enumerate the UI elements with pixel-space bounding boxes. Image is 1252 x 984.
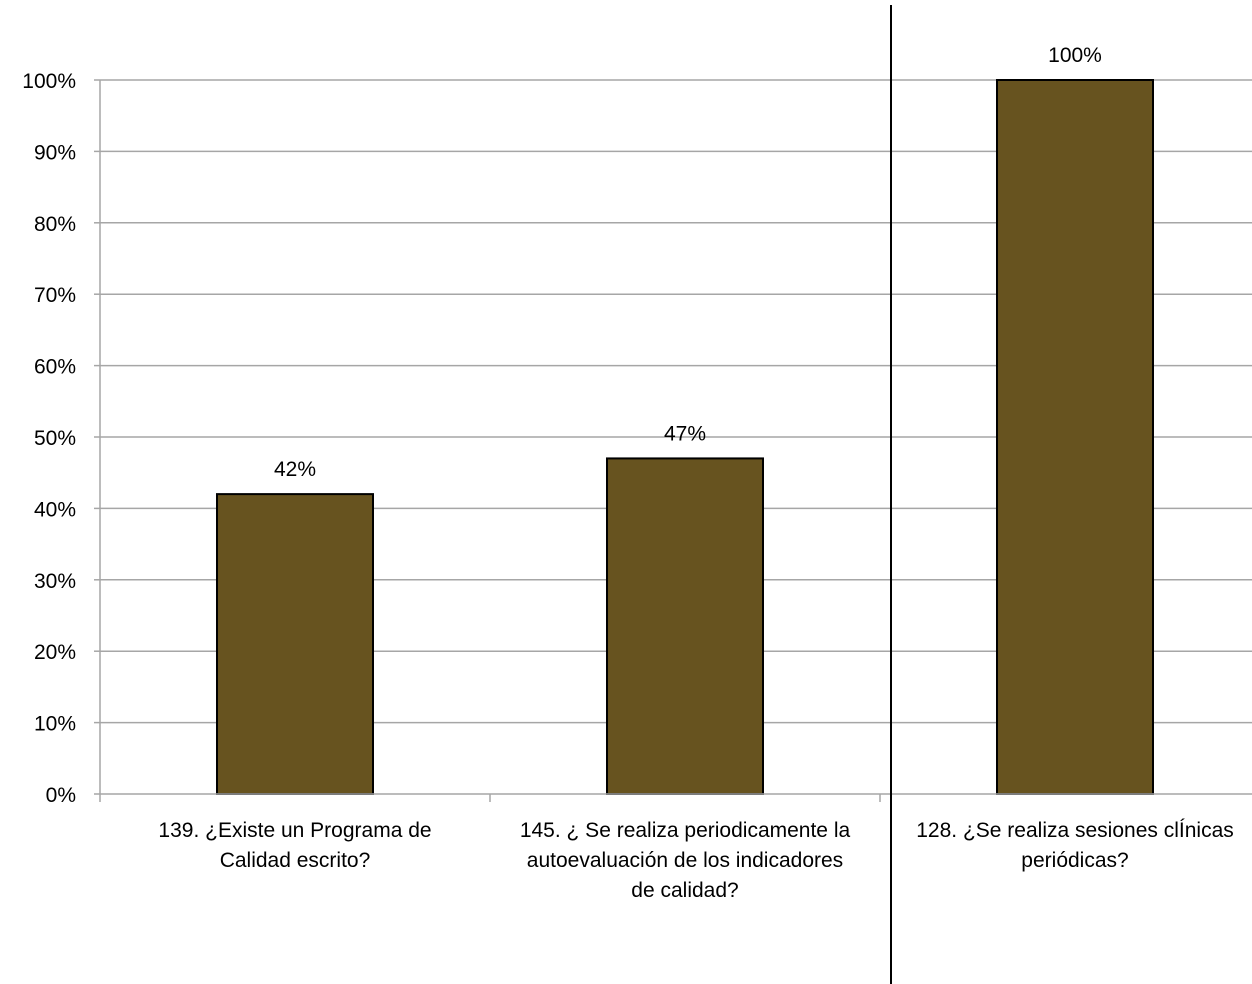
bar (606, 457, 764, 795)
data-label: 100% (1048, 44, 1102, 67)
x-category-label: autoevaluación de los indicadores (527, 849, 843, 872)
y-tick-label: 50% (34, 427, 76, 450)
y-tick-label: 20% (34, 641, 76, 664)
y-tick-label: 60% (34, 356, 76, 379)
y-tick-label: 0% (46, 784, 76, 807)
x-category-label: 128. ¿Se realiza sesiones clÍnicas (916, 819, 1234, 842)
data-label: 47% (664, 422, 706, 445)
data-label: 42% (274, 458, 316, 481)
y-tick-label: 70% (34, 284, 76, 307)
labels: 0% 10% 20% 30% 40% 50% 60% 70% 80% 90% 100% 42% 139.… (22, 44, 1233, 902)
x-category-label: Calidad escrito? (220, 849, 371, 872)
y-tick-label: 100% (22, 70, 76, 93)
bar (216, 493, 374, 795)
x-category-label: 139. ¿Existe un Programa de (158, 819, 431, 842)
y-tick-label: 80% (34, 213, 76, 236)
x-category-label: de calidad? (631, 879, 738, 902)
y-tick-label: 30% (34, 570, 76, 593)
bar (996, 79, 1154, 795)
axes (94, 5, 1252, 984)
y-tick-label: 10% (34, 713, 76, 736)
y-tick-label: 90% (34, 141, 76, 164)
y-tick-label: 40% (34, 498, 76, 521)
x-category-label: 145. ¿ Se realiza periodicamente la (520, 819, 851, 842)
x-category-label: periódicas? (1021, 849, 1128, 872)
